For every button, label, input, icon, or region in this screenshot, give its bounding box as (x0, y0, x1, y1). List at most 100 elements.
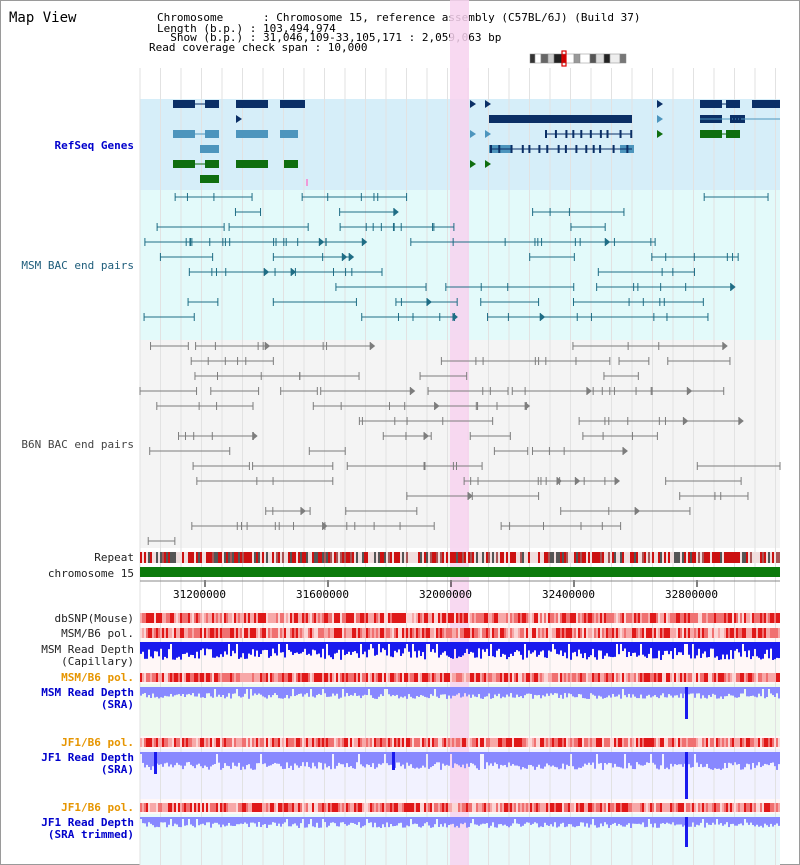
msm-capillary-depth-bar (404, 642, 406, 649)
dbsnp-strip (730, 613, 732, 623)
msm-sra-depth-bar (264, 687, 266, 698)
jf1-sra-depth-bar (720, 752, 722, 770)
jf1-trim-depth-bar (290, 817, 292, 827)
msm-capillary-depth-bar (674, 642, 676, 649)
repeat-element (574, 552, 576, 563)
label-refseq-genes[interactable]: RefSeq Genes (54, 139, 134, 152)
msm-capillary-depth-bar (774, 642, 776, 660)
jf1-sra-depth-bar (412, 752, 414, 768)
msm-sra-depth-bar (180, 687, 182, 696)
msm-sra-depth-bar (192, 687, 194, 694)
label-jf1-read-depth-trimmed-1[interactable]: JF1 Read Depth (41, 816, 134, 829)
jf1-b6-pol-strip-2 (656, 803, 658, 812)
msm-b6-pol-strip-2 (642, 673, 644, 682)
jf1-b6-pol-strip-2 (226, 803, 228, 812)
jf1-trim-depth-bar (722, 817, 724, 826)
jf1-sra-depth-bar (578, 752, 580, 768)
jf1-b6-pol-strip (360, 738, 362, 747)
jf1-b6-pol-strip (296, 738, 298, 747)
msm-sra-depth-bar (438, 687, 440, 699)
dbsnp-strip (360, 613, 362, 623)
jf1-b6-pol-strip (754, 738, 756, 747)
msm-capillary-depth-bar (306, 642, 308, 655)
jf1-b6-pol-strip-2 (594, 803, 596, 812)
msm-capillary-depth-bar (392, 642, 394, 658)
dbsnp-strip (470, 613, 472, 623)
jf1-b6-pol-strip (280, 738, 282, 747)
jf1-b6-pol-strip-2 (536, 803, 538, 812)
label-jf1-read-depth-sra-2[interactable]: (SRA) (100, 763, 134, 776)
jf1-sra-depth-bar (530, 752, 532, 765)
dbsnp-strip (222, 613, 224, 623)
msm-sra-depth-bar (548, 687, 550, 696)
jf1-trim-depth-bar (256, 817, 258, 827)
jf1-b6-pol-strip-2 (208, 803, 210, 812)
msm-sra-depth-bar (392, 687, 394, 696)
jf1-sra-depth-bar (476, 752, 478, 769)
jf1-sra-depth-bar (518, 752, 520, 767)
msm-b6-pol-strip-2 (246, 673, 248, 682)
dbsnp-strip (446, 613, 448, 623)
msm-b6-pol-strip-2 (304, 673, 306, 682)
jf1-b6-pol-strip-2 (448, 803, 450, 812)
jf1-b6-pol-strip-2 (214, 803, 216, 812)
msm-b6-pol-strip-2 (294, 673, 296, 682)
jf1-sra-depth-bar (260, 752, 262, 754)
msm-b6-pol-strip (502, 628, 504, 638)
repeat-element (518, 552, 520, 563)
msm-sra-depth-bar (448, 687, 450, 696)
jf1-b6-pol-strip (648, 738, 650, 747)
msm-b6-pol-strip-2 (316, 673, 318, 682)
jf1-trim-depth-bar (196, 817, 198, 819)
dbsnp-strip (142, 613, 144, 623)
msm-b6-pol-strip-2 (598, 673, 600, 682)
repeat-element (382, 552, 384, 563)
jf1-b6-pol-strip (234, 738, 236, 747)
repeat-element (512, 552, 514, 563)
msm-capillary-depth-bar (662, 642, 664, 655)
msm-capillary-depth-bar (478, 642, 480, 649)
msm-capillary-depth-bar (778, 642, 780, 659)
jf1-b6-pol-strip-2 (632, 803, 634, 812)
gene-exon (254, 160, 268, 168)
jf1-b6-pol-strip (152, 738, 154, 747)
msm-sra-depth-bar (450, 687, 452, 699)
dbsnp-strip (152, 613, 154, 623)
jf1-sra-depth-bar (354, 752, 356, 769)
msm-sra-depth-bar (576, 687, 578, 698)
jf1-b6-pol-strip-2 (600, 803, 602, 812)
jf1-b6-pol-strip (186, 738, 188, 747)
jf1-b6-pol-strip (216, 738, 218, 747)
jf1-b6-pol-strip-2 (584, 803, 586, 812)
msm-b6-pol-strip-2 (654, 673, 656, 682)
label-msm-bac-end-pairs[interactable]: MSM BAC end pairs (21, 259, 134, 272)
jf1-b6-pol-strip-2 (262, 803, 264, 812)
dbsnp-strip (186, 613, 188, 623)
dbsnp-strip (644, 613, 646, 623)
jf1-b6-pol-strip-2 (366, 803, 368, 812)
repeat-element (660, 552, 662, 563)
msm-b6-pol-strip-2 (160, 673, 162, 682)
jf1-b6-pol-strip-2 (362, 803, 364, 812)
jf1-b6-pol-strip-2 (344, 803, 346, 812)
msm-b6-pol-strip (164, 628, 166, 638)
msm-b6-pol-strip (190, 628, 192, 638)
jf1-trim-depth-bar (762, 817, 764, 828)
label-jf1-read-depth-sra-1[interactable]: JF1 Read Depth (41, 751, 134, 764)
msm-capillary-depth-bar (524, 642, 526, 644)
repeat-element (146, 552, 148, 563)
msm-b6-pol-strip (770, 628, 772, 638)
jf1-sra-depth-bar (278, 752, 280, 764)
jf1-sra-depth-bar (174, 752, 176, 766)
label-b6n-bac-end-pairs[interactable]: B6N BAC end pairs (21, 438, 134, 451)
dbsnp-strip (600, 613, 602, 623)
jf1-trim-depth-bar (282, 817, 284, 824)
b6n-bac-pair-arrow (424, 432, 430, 440)
label-msm-read-depth-sra-1[interactable]: MSM Read Depth (41, 686, 134, 699)
jf1-b6-pol-strip-2 (232, 803, 234, 812)
label-jf1-read-depth-trimmed-2[interactable]: (SRA trimmed) (47, 828, 134, 841)
msm-capillary-depth-bar (344, 642, 346, 656)
label-msm-read-depth-sra-2[interactable]: (SRA) (100, 698, 134, 711)
jf1-trim-depth-bar (718, 817, 720, 825)
